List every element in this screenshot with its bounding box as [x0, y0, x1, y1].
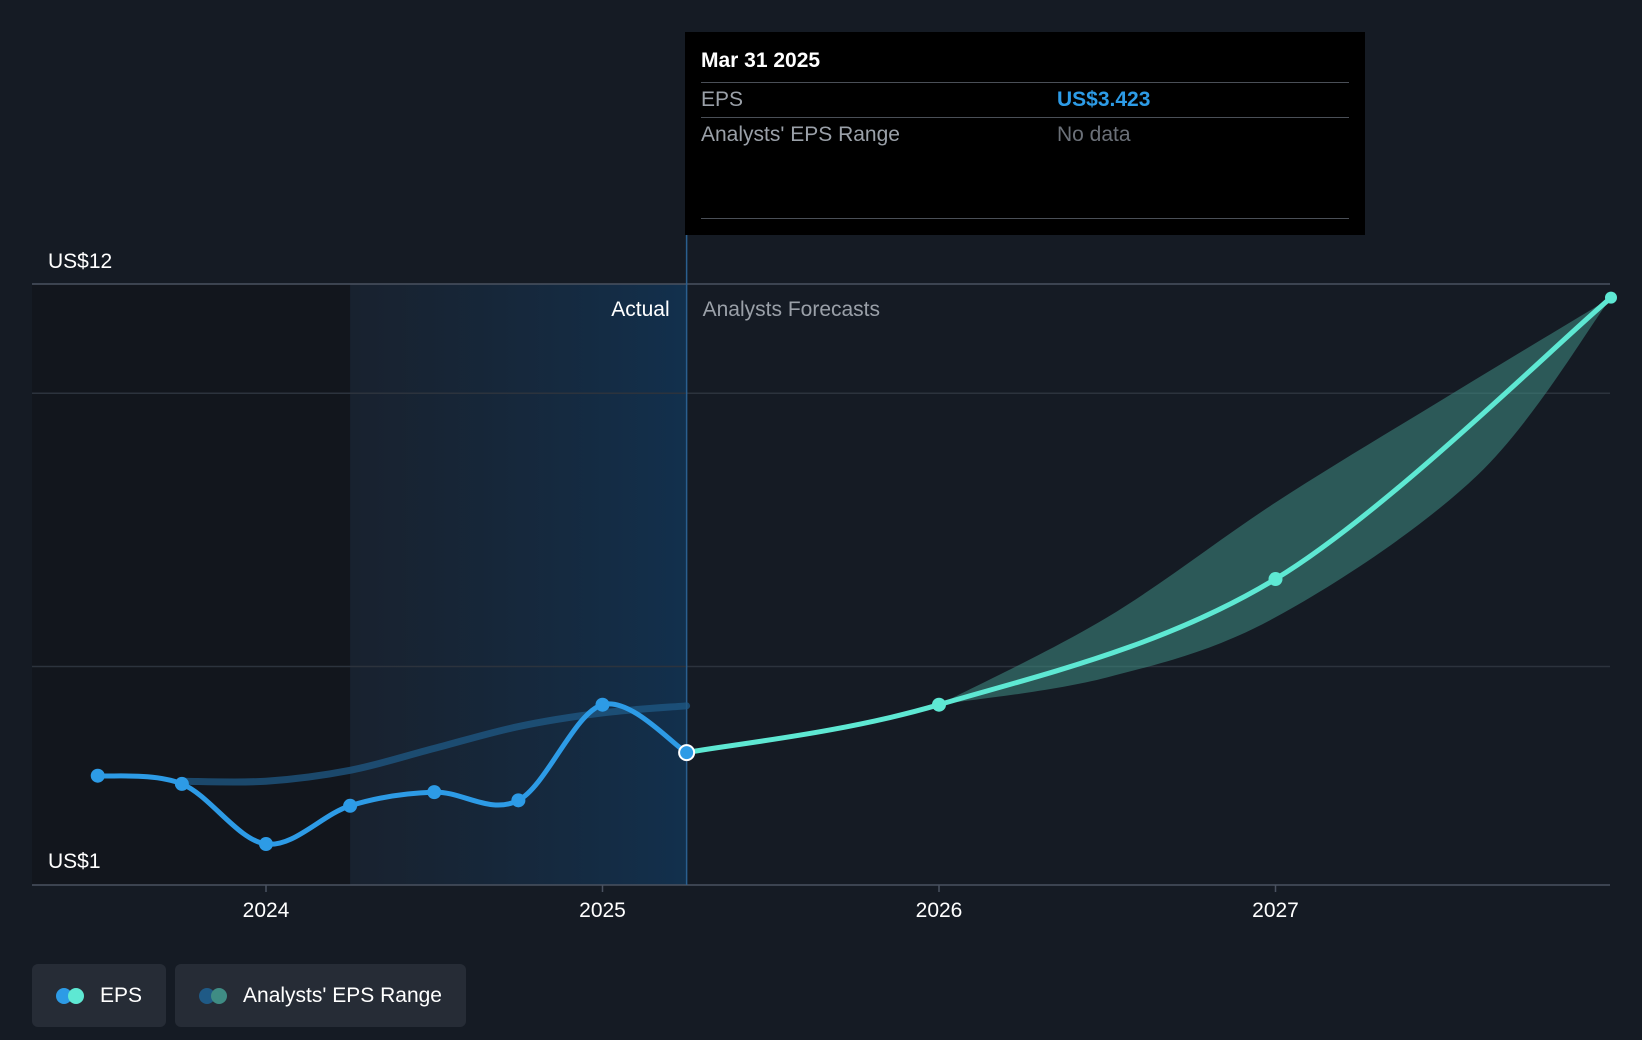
past-shade	[32, 284, 351, 885]
x-tick-label: 2024	[243, 899, 290, 922]
x-tick-label: 2025	[579, 899, 626, 922]
tooltip-divider	[701, 218, 1349, 219]
eps-data-point	[343, 798, 358, 813]
tooltip-date: Mar 31 2025	[701, 46, 1349, 83]
eps-data-point	[932, 697, 946, 712]
actual-label: Actual	[611, 298, 669, 321]
legend: EPS Analysts' EPS Range	[32, 964, 466, 1027]
y-label-bottom: US$1	[48, 850, 101, 873]
tooltip-eps-label: EPS	[701, 88, 744, 111]
actual-region-highlight	[350, 284, 687, 885]
x-tick-label: 2026	[916, 899, 963, 922]
eps-range-band	[939, 297, 1611, 705]
x-tick-label: 2027	[1252, 899, 1299, 922]
eps-data-point	[90, 768, 105, 783]
tooltip-eps-value: US$3.423	[1057, 88, 1151, 111]
eps-legend-icon	[56, 987, 86, 1004]
forecast-label: Analysts Forecasts	[703, 298, 880, 321]
tooltip-row-range: Analysts' EPS Range No data	[701, 118, 1349, 152]
eps-data-point	[174, 776, 189, 791]
tooltip-row-eps: EPS US$3.423	[701, 83, 1349, 118]
eps-forecast-line	[684, 295, 1614, 756]
eps-data-point	[595, 697, 610, 712]
tooltip-range-label: Analysts' EPS Range	[701, 123, 900, 146]
highlighted-eps-point	[678, 744, 696, 762]
eps-data-point	[1604, 291, 1617, 304]
eps-data-point	[259, 837, 273, 852]
y-label-top: US$12	[48, 250, 112, 273]
eps-data-point	[511, 793, 526, 808]
legend-eps[interactable]: EPS	[32, 964, 167, 1027]
eps-data-point	[1268, 572, 1283, 587]
legend-eps-range-label: Analysts' EPS Range	[243, 983, 442, 1007]
tooltip: Mar 31 2025 EPS US$3.423 Analysts' EPS R…	[685, 32, 1365, 235]
legend-eps-label: EPS	[100, 983, 143, 1007]
legend-eps-range[interactable]: Analysts' EPS Range	[175, 964, 466, 1027]
eps-range-legend-icon	[199, 987, 229, 1004]
tooltip-range-value: No data	[1057, 123, 1131, 146]
eps-data-point	[427, 785, 442, 800]
past-eps-consensus-line	[178, 702, 691, 786]
